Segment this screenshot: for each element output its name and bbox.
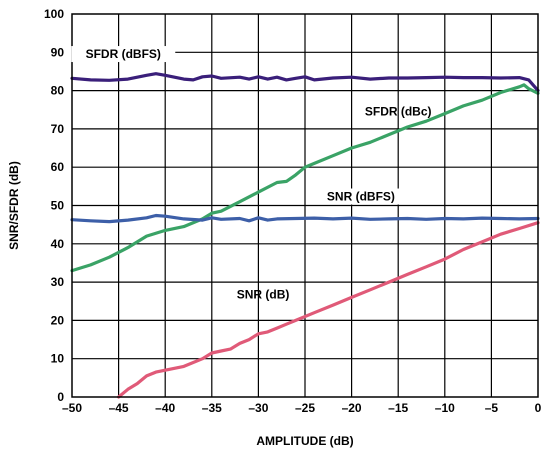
series-label-background (71, 46, 176, 63)
y-tick-label: 60 (51, 160, 65, 174)
y-tick-label: 20 (51, 313, 65, 327)
series-line-sfdr-dbfs (70, 72, 540, 93)
x-tick-label: –50 (62, 401, 82, 415)
x-tick-label: –10 (435, 401, 455, 415)
series-line-snr-db (117, 221, 540, 399)
series-lines (70, 72, 540, 399)
y-axis-title: SNR/SFDR (dB) (7, 161, 21, 250)
x-tick-label: –40 (155, 401, 175, 415)
x-tick-label: –30 (248, 401, 268, 415)
y-tick-label: 10 (51, 352, 65, 366)
y-tick-label: 40 (51, 237, 65, 251)
series-line-sfdr-dbc (70, 83, 540, 273)
x-axis-title: AMPLITUDE (dB) (256, 434, 353, 448)
series-line-snr-dbfs (70, 213, 540, 224)
y-tick-label: 70 (51, 122, 65, 136)
x-tick-label: –15 (388, 401, 408, 415)
y-tick-label: 0 (57, 390, 64, 404)
x-tick-label: –25 (295, 401, 315, 415)
x-tick-label: –35 (202, 401, 222, 415)
x-tick-label: 0 (535, 401, 542, 415)
y-tick-label: 80 (51, 84, 65, 98)
y-tick-label: 100 (44, 7, 64, 21)
y-tick-label: 30 (51, 275, 65, 289)
grid (72, 14, 538, 397)
x-tick-label: –5 (485, 401, 499, 415)
y-tick-label: 90 (51, 45, 65, 59)
series-labels: SFDR (dBFS) SFDR (dBc) SNR (dBFS) SNR (dB) (71, 46, 432, 302)
series-label-snr-dbfs: SNR (dBFS) (327, 190, 395, 204)
series-label-background (308, 188, 413, 205)
series-label-snr-db: SNR (dB) (237, 288, 290, 302)
tick-labels: –50 –45 –40 –35 –30 –25 –20 –15 –10 –5 00102030405… (44, 7, 542, 415)
y-tick-label: 50 (51, 199, 65, 213)
x-tick-label: –45 (109, 401, 129, 415)
plot-frame (71, 13, 539, 398)
series-label-sfdr-dbfs: SFDR (dBFS) (86, 47, 161, 61)
series-label-sfdr-dbc: SFDR (dBc) (365, 104, 432, 118)
x-tick-label: –20 (342, 401, 362, 415)
